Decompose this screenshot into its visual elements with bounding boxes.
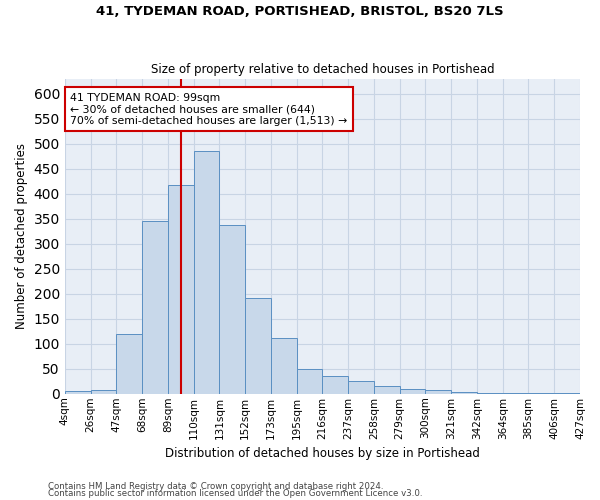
Bar: [220, 225, 245, 394]
Bar: [400, 389, 425, 394]
Bar: [451, 392, 477, 394]
Y-axis label: Number of detached properties: Number of detached properties: [15, 143, 28, 329]
Bar: [348, 381, 374, 394]
Bar: [116, 334, 142, 394]
X-axis label: Distribution of detached houses by size in Portishead: Distribution of detached houses by size …: [165, 447, 480, 460]
Bar: [322, 376, 348, 394]
Bar: [168, 184, 194, 394]
Bar: [296, 369, 322, 394]
Bar: [142, 221, 168, 394]
Text: 41 TYDEMAN ROAD: 99sqm
← 30% of detached houses are smaller (644)
70% of semi-de: 41 TYDEMAN ROAD: 99sqm ← 30% of detached…: [70, 92, 347, 126]
Text: 41, TYDEMAN ROAD, PORTISHEAD, BRISTOL, BS20 7LS: 41, TYDEMAN ROAD, PORTISHEAD, BRISTOL, B…: [96, 5, 504, 18]
Bar: [425, 390, 451, 394]
Bar: [529, 393, 554, 394]
Text: Contains HM Land Registry data © Crown copyright and database right 2024.: Contains HM Land Registry data © Crown c…: [48, 482, 383, 491]
Bar: [65, 392, 91, 394]
Text: Contains public sector information licensed under the Open Government Licence v3: Contains public sector information licen…: [48, 490, 422, 498]
Bar: [477, 393, 503, 394]
Bar: [194, 151, 220, 394]
Bar: [91, 390, 116, 394]
Bar: [245, 298, 271, 394]
Title: Size of property relative to detached houses in Portishead: Size of property relative to detached ho…: [151, 63, 494, 76]
Bar: [374, 386, 400, 394]
Bar: [271, 338, 296, 394]
